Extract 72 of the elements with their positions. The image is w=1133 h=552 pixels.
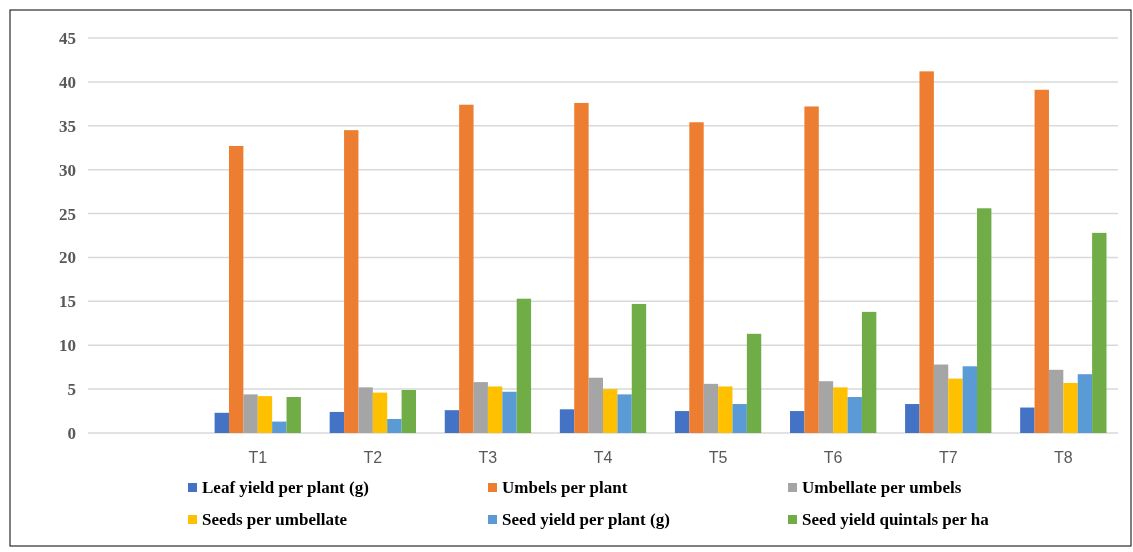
bar (272, 421, 287, 433)
x-tick-label: T6 (823, 449, 843, 466)
bar (387, 418, 402, 433)
bar (718, 386, 733, 433)
x-tick-label: T8 (1054, 449, 1073, 466)
y-tick-label: 35 (59, 116, 76, 136)
y-tick-label: 25 (59, 204, 76, 224)
bar (444, 410, 460, 433)
legend-label: Umbellate per umbels (802, 478, 962, 497)
x-tick-label: T4 (593, 449, 613, 466)
bar (847, 397, 862, 433)
y-tick-label: 10 (59, 336, 76, 356)
bar (574, 102, 589, 433)
bar (746, 333, 762, 433)
bar (1034, 89, 1049, 433)
x-tick-label: T3 (478, 449, 498, 466)
bar (861, 311, 877, 433)
legend-label: Seed yield quintals per ha (802, 510, 990, 529)
y-tick-label: 15 (59, 292, 76, 312)
bar (358, 387, 373, 433)
bar (286, 397, 301, 433)
bar (502, 391, 517, 433)
bar (905, 404, 920, 433)
bar (344, 130, 359, 433)
y-tick-label: 0 (67, 424, 76, 443)
y-tick-label: 30 (59, 160, 76, 180)
bar (689, 122, 704, 433)
bar (1048, 369, 1064, 433)
bar (919, 71, 934, 433)
legend-label: Leaf yield per plant (g) (202, 478, 369, 497)
bar (962, 366, 978, 433)
bar (732, 404, 747, 433)
bar (603, 389, 618, 433)
bar (804, 106, 819, 433)
bar (257, 396, 273, 433)
bar (617, 394, 632, 433)
x-tick-label: T5 (708, 449, 728, 466)
legend-label: Seed yield per plant (g) (502, 510, 670, 529)
bar (401, 389, 416, 433)
bar (1063, 382, 1078, 433)
y-tick-label: 40 (59, 72, 76, 92)
bar (818, 381, 834, 433)
legend-label: Umbels per plant (502, 478, 628, 497)
bar (790, 411, 805, 433)
bar (703, 383, 719, 433)
bar (329, 411, 345, 433)
x-tick-label: T7 (938, 449, 958, 466)
bar (1092, 232, 1107, 433)
bar (228, 145, 244, 433)
bar (948, 378, 963, 433)
y-tick-label: 45 (59, 29, 76, 48)
bar (1020, 407, 1035, 433)
bar (588, 377, 603, 433)
bar (487, 386, 503, 433)
x-tick-label: T1 (248, 449, 268, 466)
bar (559, 409, 575, 433)
bar (833, 387, 848, 433)
bar (473, 382, 488, 433)
bar (977, 208, 992, 433)
bar (372, 392, 388, 433)
y-tick-label: 5 (67, 380, 76, 400)
bar (674, 411, 690, 433)
legend-label: Seeds per umbellate (202, 510, 348, 529)
bar (243, 394, 258, 433)
bar (933, 364, 949, 433)
bar (631, 303, 647, 433)
bar (1077, 374, 1093, 433)
bar (214, 412, 229, 433)
bar (516, 298, 532, 433)
x-tick-label: T2 (363, 449, 383, 466)
bar (459, 104, 474, 433)
y-tick-label: 20 (59, 248, 76, 268)
